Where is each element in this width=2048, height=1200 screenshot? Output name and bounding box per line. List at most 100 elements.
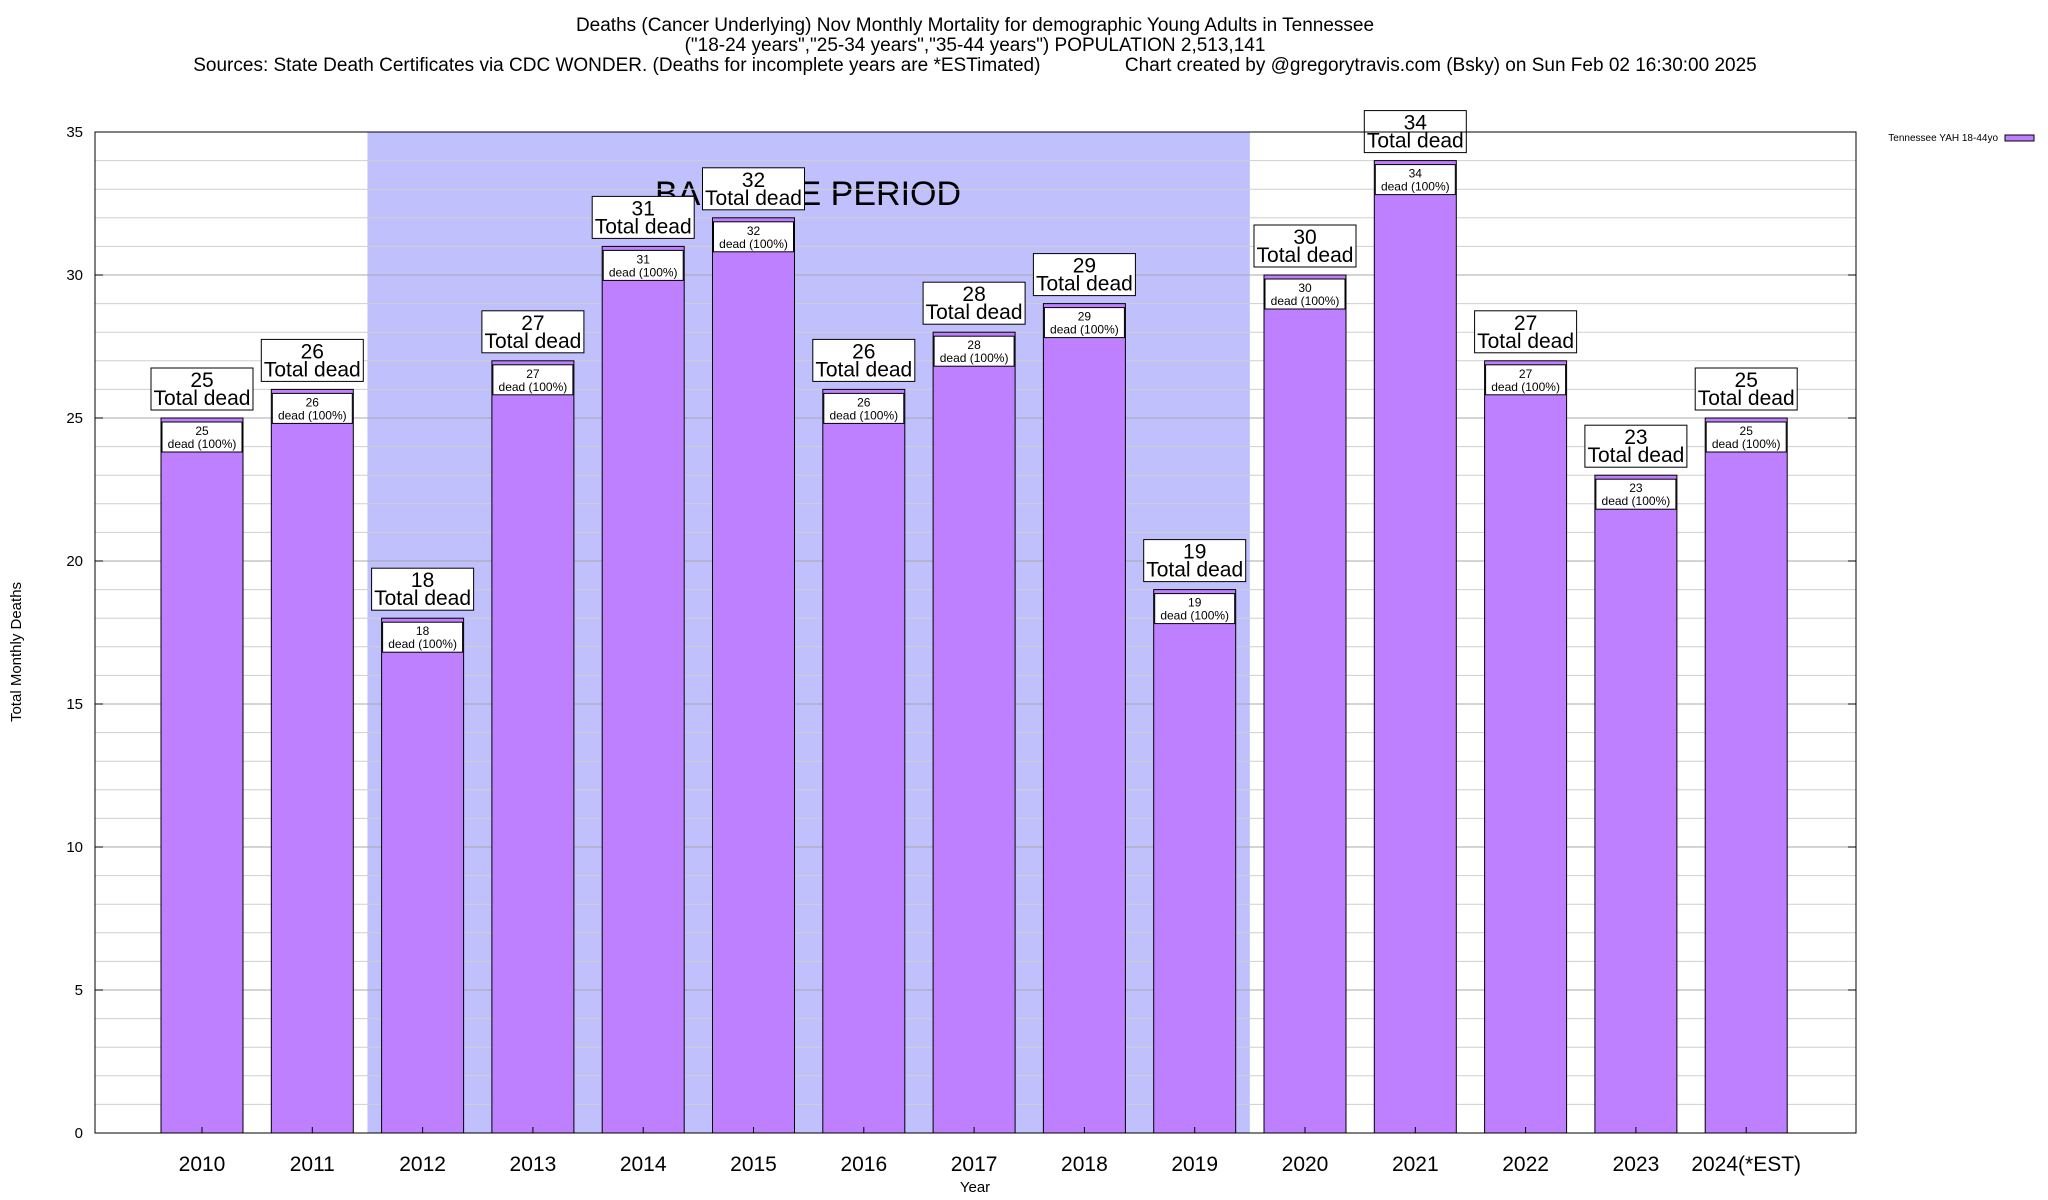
chart-title-line-2: ("18-24 years","25-34 years","35-44 year… xyxy=(685,35,1266,56)
bar-2023 xyxy=(1594,474,1678,1134)
bar-inner-percent-label: dead (100%) xyxy=(1160,609,1229,623)
x-tick-label: 2015 xyxy=(730,1153,777,1176)
chart-title-line-1: Deaths (Cancer Underlying) Nov Monthly M… xyxy=(576,15,1374,36)
bar-inner-percent-label: dead (100%) xyxy=(168,437,237,451)
x-axis-label: Year xyxy=(960,1179,990,1196)
y-tick-label: 5 xyxy=(75,982,83,999)
bar-total-value-label: 30 xyxy=(1293,226,1316,249)
bar-total-label-box xyxy=(591,195,695,239)
bar-inner-label-box xyxy=(1595,478,1677,510)
x-tick-label: 2016 xyxy=(840,1153,887,1176)
bar-inner-label-box xyxy=(382,621,464,653)
bar-total-value-label: 32 xyxy=(742,169,765,192)
x-tick-label: 2012 xyxy=(399,1153,446,1176)
bar-total-text-label: Total dead xyxy=(1698,387,1795,410)
x-tick-label: 2020 xyxy=(1282,1153,1329,1176)
bar-total-text-label: Total dead xyxy=(595,215,692,238)
bar-inner-label-box xyxy=(1485,364,1567,396)
bar-inner-percent-label: dead (100%) xyxy=(1712,437,1781,451)
x-tick-label: 2018 xyxy=(1061,1153,1108,1176)
bar-inner-label-box xyxy=(823,392,905,424)
bar-total-label-box xyxy=(702,167,805,211)
bar-total-label-box xyxy=(1474,310,1578,354)
bar-inner-label-box xyxy=(713,221,794,253)
plot-frame xyxy=(94,131,1857,1134)
bar-inner-percent-label: dead (100%) xyxy=(609,265,678,279)
bars-layer xyxy=(160,160,1788,1134)
x-tick-label: 2019 xyxy=(1171,1153,1218,1176)
x-tick-label: 2014 xyxy=(620,1153,667,1176)
bar-inner-value-label: 29 xyxy=(1078,310,1092,324)
legend-swatch xyxy=(2004,134,2035,142)
y-tick-label: 10 xyxy=(66,839,83,856)
bar-total-text-label: Total dead xyxy=(374,587,471,610)
bar-total-text-label: Total dead xyxy=(1257,244,1354,267)
bar-2022 xyxy=(1484,360,1568,1134)
bar-total-label-box xyxy=(1032,253,1136,297)
legend: Tennessee YAH 18-44yo xyxy=(1888,133,2035,144)
bar-inner-percent-label: dead (100%) xyxy=(388,637,457,651)
bar-total-label-box xyxy=(1253,224,1357,268)
bar-total-value-label: 18 xyxy=(411,569,434,592)
bar-inner-label-box xyxy=(1374,164,1456,196)
bar-total-value-label: 29 xyxy=(1073,255,1096,278)
bar-inner-percent-label: dead (100%) xyxy=(1271,294,1340,308)
bar-inner-value-label: 19 xyxy=(1188,596,1202,610)
x-tick-label: 2022 xyxy=(1502,1153,1549,1176)
bar-2013 xyxy=(491,360,575,1134)
bar-inner-label-box xyxy=(1154,593,1236,625)
bar-2014 xyxy=(601,245,685,1134)
axis-layer: 0 5 10 15 20 25 30 35 2010 2011 2012 2013 2014 2015 20… xyxy=(66,124,1857,1176)
legend-label: Tennessee YAH 18-44yo xyxy=(1888,133,1998,144)
bar-inner-label-box xyxy=(492,364,574,396)
bar-total-label-box xyxy=(371,567,475,611)
bar-total-text-label: Total dead xyxy=(1036,273,1133,296)
bar-total-value-label: 27 xyxy=(1514,312,1537,335)
bar-total-text-label: Total dead xyxy=(926,301,1023,324)
bar-total-value-label: 26 xyxy=(852,340,875,363)
bar-inner-label-box xyxy=(1264,278,1346,310)
bar-2011 xyxy=(270,388,354,1134)
bar-inner-value-label: 25 xyxy=(1740,424,1754,438)
bar-2015 xyxy=(712,217,795,1134)
bar-total-value-label: 19 xyxy=(1183,541,1206,564)
bar-inner-label-box xyxy=(1705,421,1787,453)
bar-total-value-label: 27 xyxy=(521,312,544,335)
bar-total-text-label: Total dead xyxy=(484,330,581,353)
bar-inner-percent-label: dead (100%) xyxy=(1602,494,1671,508)
bar-2024(*EST) xyxy=(1704,417,1788,1134)
bar-inner-percent-label: dead (100%) xyxy=(278,408,347,422)
bar-total-text-label: Total dead xyxy=(815,358,912,381)
bar-inner-value-label: 27 xyxy=(1519,367,1533,381)
y-tick-label: 30 xyxy=(66,267,83,284)
bar-inner-value-label: 23 xyxy=(1629,481,1643,495)
bar-2019 xyxy=(1153,589,1237,1134)
bar-inner-value-label: 26 xyxy=(306,395,320,409)
bar-inner-value-label: 34 xyxy=(1409,167,1423,181)
y-tick-label: 35 xyxy=(66,124,83,141)
bar-total-label-box xyxy=(1694,367,1798,411)
y-tick-label: 20 xyxy=(66,553,83,570)
y-axis-label: Total Monthly Deaths xyxy=(8,582,25,722)
bar-total-value-label: 28 xyxy=(962,283,985,306)
bar-inner-label-box xyxy=(933,335,1015,367)
bar-2012 xyxy=(381,617,465,1134)
x-tick-label: 2021 xyxy=(1392,1153,1439,1176)
bar-total-text-label: Total dead xyxy=(154,387,251,410)
bar-total-label-box xyxy=(922,281,1026,325)
x-tick-label: 2011 xyxy=(290,1153,335,1176)
bar-total-label-box xyxy=(481,310,585,354)
bar-2020 xyxy=(1263,274,1347,1134)
bar-total-value-label: 25 xyxy=(1735,369,1758,392)
x-tick-label: 2023 xyxy=(1613,1153,1660,1176)
bar-total-label-box xyxy=(260,338,364,382)
bar-total-label-box xyxy=(150,367,254,411)
bar-inner-percent-label: dead (100%) xyxy=(1491,380,1560,394)
bar-2010 xyxy=(160,417,244,1134)
bar-inner-percent-label: dead (100%) xyxy=(1381,180,1450,194)
bar-total-label-box xyxy=(1584,424,1688,468)
y-tick-label: 15 xyxy=(66,696,83,713)
bar-2021 xyxy=(1373,160,1457,1134)
